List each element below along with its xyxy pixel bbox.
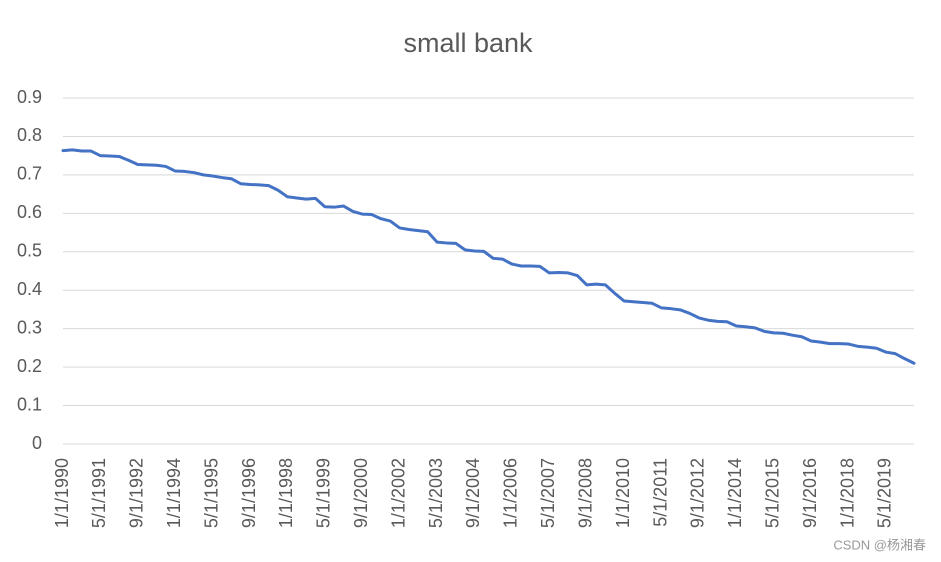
y-tick-label: 0.8: [17, 125, 42, 145]
x-tick-label: 1/1/2010: [613, 458, 633, 528]
x-tick-label: 5/1/2007: [538, 458, 558, 528]
x-tick-label: 5/1/2019: [875, 458, 895, 528]
x-tick-label: 1/1/2014: [725, 458, 745, 528]
x-tick-label: 1/1/1998: [276, 458, 296, 528]
y-tick-label: 0.2: [17, 356, 42, 376]
x-tick-label: 5/1/2003: [426, 458, 446, 528]
x-tick-label: 5/1/1995: [201, 458, 221, 528]
x-tick-label: 9/1/2012: [688, 458, 708, 528]
x-tick-label: 9/1/2016: [800, 458, 820, 528]
x-tick-label: 1/1/2002: [388, 458, 408, 528]
y-tick-label: 0.3: [17, 317, 42, 337]
y-tick-label: 0: [32, 433, 42, 453]
x-tick-label: 5/1/2015: [762, 458, 782, 528]
chart-title: small bank: [403, 28, 533, 58]
x-tick-label: 9/1/1996: [239, 458, 259, 528]
x-tick-label: 9/1/2004: [463, 458, 483, 528]
x-tick-label: 1/1/2006: [501, 458, 521, 528]
y-tick-label: 0.6: [17, 202, 42, 222]
x-tick-label: 5/1/1999: [314, 458, 334, 528]
y-tick-label: 0.1: [17, 394, 42, 414]
x-tick-label: 9/1/2000: [351, 458, 371, 528]
y-tick-label: 0.4: [17, 279, 42, 299]
x-tick-label: 9/1/1992: [127, 458, 147, 528]
y-tick-label: 0.7: [17, 164, 42, 184]
y-tick-label: 0.5: [17, 241, 42, 261]
x-tick-label: 5/1/2011: [650, 458, 670, 527]
x-tick-label: 1/1/1994: [164, 458, 184, 528]
data-line: [61, 148, 916, 365]
x-tick-label: 5/1/1991: [89, 458, 109, 528]
x-tick-label: 1/1/2018: [837, 458, 857, 528]
x-tick-label: 1/1/1990: [52, 458, 72, 528]
watermark: CSDN @杨湘春: [833, 537, 926, 552]
y-tick-label: 0.9: [17, 87, 42, 107]
x-tick-label: 9/1/2008: [575, 458, 595, 528]
